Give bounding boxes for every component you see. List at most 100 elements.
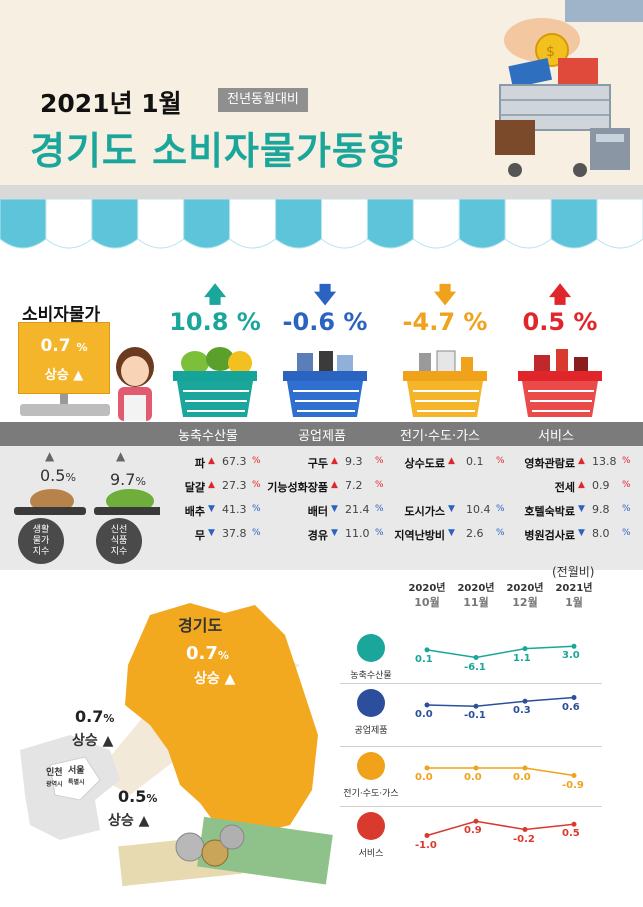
category-label-services: 서비스 (538, 429, 574, 444)
data-point (522, 698, 528, 704)
data-label: 0.0 (415, 709, 433, 720)
sub1-number: 0.5 (40, 466, 66, 485)
shopping-cart-illustration: $ (495, 0, 643, 177)
item-name: 달걀 (184, 481, 205, 494)
data-point (424, 765, 430, 771)
column-month: 11월 (463, 596, 489, 609)
category-label-industrial: 공업제품 (298, 429, 346, 444)
item-unit: % (496, 456, 505, 466)
row-separator (340, 746, 602, 747)
column-year: 2020년 (457, 583, 495, 594)
data-point (522, 827, 528, 832)
store-awning (0, 199, 643, 249)
cpi-direction-text: 상승 (44, 368, 69, 383)
down-arrow-icon: ▼ (208, 528, 215, 538)
title-date: 2021년 1월 (40, 89, 182, 118)
data-point (424, 833, 430, 838)
category-icon (357, 689, 385, 717)
sub2-unit: % (135, 475, 146, 488)
series-line (426, 645, 575, 659)
up-arrow-icon: ▲ (331, 456, 338, 466)
column-year: 2020년 (506, 583, 544, 594)
chart-column-header: 2020년 10월 (402, 582, 452, 610)
industrial-pct: -0.6 % (282, 308, 368, 336)
item-value: 0.1 (466, 455, 484, 468)
shopkeeper-illustration (116, 347, 154, 421)
seoul-direction: 상승 ▲ (108, 810, 149, 830)
data-point (473, 818, 479, 824)
category-icon (357, 812, 385, 840)
data-label: 0.9 (464, 825, 482, 837)
category-icon (357, 634, 385, 662)
data-point (473, 655, 479, 660)
gyeonggi-direction-text: 상승 (194, 671, 220, 687)
item-value: 8.0 (592, 527, 610, 540)
item-unit: % (496, 528, 505, 538)
data-point (473, 703, 479, 709)
item-value: 37.8 (222, 527, 247, 540)
page-title: 경기도 소비자물가동향 (30, 129, 404, 173)
data-label: 3.0 (562, 650, 580, 662)
incheon-sub: 광역시 (46, 781, 63, 788)
up-arrow-icon: ▲ (138, 813, 150, 829)
column-month: 12월 (512, 596, 538, 609)
data-point (571, 821, 577, 827)
data-point (522, 646, 528, 652)
down-arrow-icon: ▼ (448, 504, 455, 514)
item-unit: % (496, 504, 505, 514)
item-name: 상수도료 (404, 457, 445, 470)
seoul-map-label: 서울 특별시 (68, 766, 85, 788)
item-name: 경유 (307, 529, 328, 542)
data-label: -6.1 (464, 661, 486, 673)
seoul-value: 0.5% (118, 787, 157, 806)
chart-unit-label: (전월비) (552, 565, 595, 579)
up-arrow-icon: ▲ (224, 671, 236, 687)
category-band (0, 422, 643, 446)
item-unit: % (252, 456, 261, 466)
chart-column-header: 2021년 1월 (549, 582, 599, 610)
sub1-up-arrow-icon: ▲ (45, 449, 55, 463)
gyeonggi-direction: 상승 ▲ (194, 668, 235, 688)
agri-pct: 10.8 % (169, 308, 261, 336)
vegetable-basket-icon (173, 347, 257, 417)
utilities-down-arrow-icon: 🡇 (433, 283, 457, 308)
sub1-label: 생활 물가 지수 (18, 518, 64, 564)
down-arrow-icon: ▼ (578, 528, 585, 538)
seoul-direction-text: 상승 (108, 813, 134, 829)
item-unit: % (375, 504, 384, 514)
item-name: 기능성화장품 (267, 481, 328, 494)
data-label: 0.0 (513, 772, 531, 783)
series-label: 서비스 (358, 849, 384, 859)
sub1-unit: % (65, 471, 76, 484)
data-label: 0.6 (562, 701, 580, 713)
item-name: 전세 (554, 481, 575, 494)
cpi-label: 소비자물가 (22, 305, 101, 325)
up-arrow-icon: ▲ (578, 456, 585, 466)
down-arrow-icon: ▼ (331, 528, 338, 538)
item-value: 9.3 (345, 455, 363, 468)
data-label: -1.0 (415, 839, 437, 851)
item-value: 21.4 (345, 503, 370, 516)
sub1-pct: 0.5% (40, 466, 76, 485)
item-unit: % (622, 480, 631, 490)
industrial-basket-icon (283, 351, 367, 417)
item-name: 지역난방비 (394, 529, 445, 542)
incheon-name: 인천 (46, 768, 63, 778)
series-line (426, 696, 575, 708)
cpi-value: 0.7 % (18, 336, 110, 356)
up-arrow-icon: ▲ (448, 456, 455, 466)
utilities-pct: -4.7 % (402, 308, 488, 336)
item-value: 2.6 (466, 527, 484, 540)
data-point (571, 773, 577, 778)
cpi-unit: % (76, 341, 88, 354)
sub2-number: 9.7 (110, 470, 136, 489)
item-unit: % (252, 528, 261, 538)
series-label: 농축수산물 (350, 671, 392, 681)
up-arrow-icon: ▲ (578, 480, 585, 490)
incheon-unit: % (103, 712, 115, 725)
item-name: 배추 (184, 505, 205, 518)
cpi-direction: 상승 ▲ (18, 364, 110, 383)
data-label: 1.1 (513, 652, 531, 664)
item-unit: % (375, 528, 384, 538)
